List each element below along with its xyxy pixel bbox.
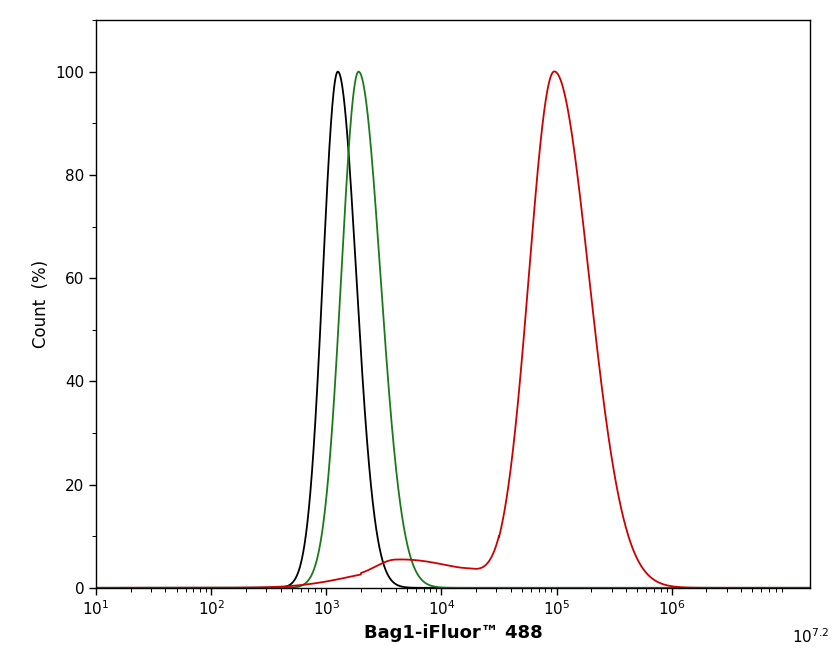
X-axis label: Bag1-iFluor™ 488: Bag1-iFluor™ 488: [363, 624, 543, 642]
Y-axis label: Count  (%): Count (%): [32, 260, 50, 348]
Text: 10$^{7.2}$: 10$^{7.2}$: [792, 628, 828, 646]
